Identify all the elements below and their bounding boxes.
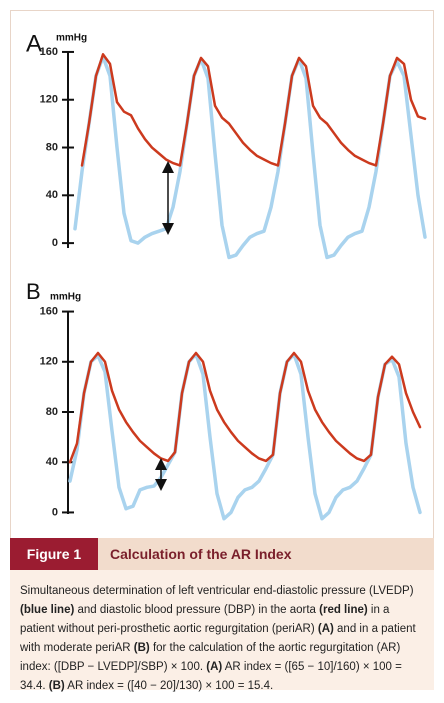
y-tick-label: 40 <box>46 189 58 201</box>
caption-text: AR index = ([40 − 20]/130) × 100 = 15.4. <box>64 680 274 692</box>
y-tick-label: 160 <box>40 305 58 317</box>
y-tick-label: 120 <box>40 94 58 106</box>
caption-text: Simultaneous determination of left ventr… <box>20 585 414 597</box>
y-tick-label: 80 <box>46 141 58 153</box>
caption: Simultaneous determination of left ventr… <box>10 570 434 692</box>
caption-text: (blue line) <box>20 604 75 616</box>
caption-text: for the calculation of the aortic regurg… <box>20 642 401 673</box>
figure-title: Calculation of the AR Index <box>110 546 292 562</box>
figure-label: Figure 1 <box>10 538 98 570</box>
caption-text: and in a patient with moderate periAR <box>20 623 416 654</box>
caption-header: Figure 1 Calculation of the AR Index <box>10 538 434 570</box>
y-tick-label: 160 <box>40 46 58 58</box>
caption-text: in a patient without peri-prosthetic aor… <box>20 604 390 635</box>
caption-text: AR index = ([65 − 10]/160) × 100 = 34.4. <box>20 661 402 692</box>
pressure-line <box>68 352 422 521</box>
y-tick-label: 0 <box>52 237 58 249</box>
y-tick-label: 120 <box>40 356 58 368</box>
y-tick-label: 0 <box>52 506 58 518</box>
caption-text: (red line) <box>319 604 368 616</box>
caption-text: and diastolic blood pressure (DBP) in th… <box>74 604 320 616</box>
caption-text: (A) <box>206 661 223 673</box>
panel-label: A <box>26 30 42 57</box>
pressure-line <box>73 54 427 260</box>
caption-text: (A) <box>317 623 334 635</box>
panel-label: B <box>26 279 41 304</box>
y-tick-label: 80 <box>46 406 58 418</box>
caption-text: (B) <box>48 680 65 692</box>
pressure-line <box>80 53 427 167</box>
caption-text: (B) <box>133 642 150 654</box>
pressure-line <box>68 351 422 464</box>
y-tick-label: 40 <box>46 456 58 468</box>
y-unit: mmHg <box>56 33 87 44</box>
y-unit: mmHg <box>50 292 81 303</box>
